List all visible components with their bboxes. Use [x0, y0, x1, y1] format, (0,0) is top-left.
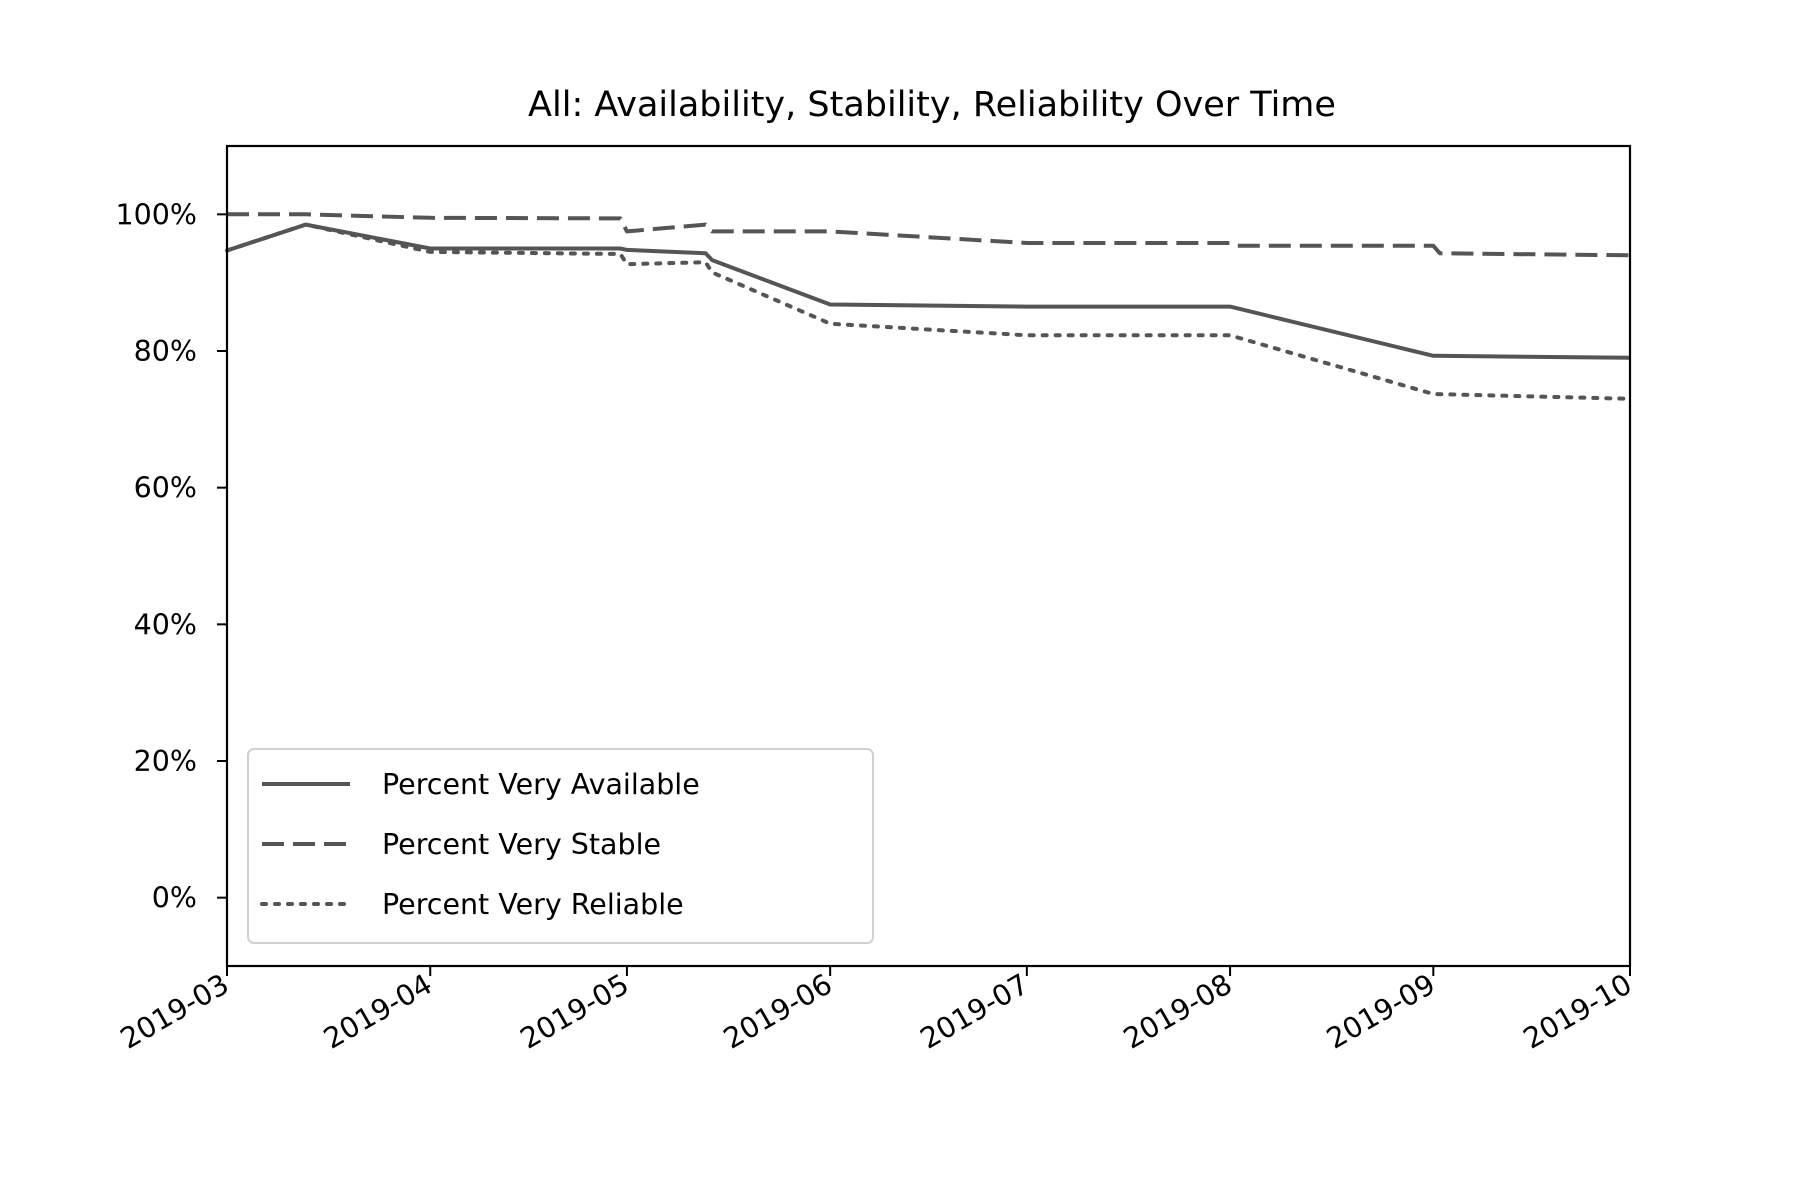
y-tick-label: 100% [116, 198, 197, 231]
y-tick-label: 20% [134, 745, 197, 778]
y-axis-ticks: 0% 20% 40% 60% 80% 100% [116, 198, 227, 915]
legend-box [247, 748, 874, 944]
legend: Percent Very Available Percent Very Stabl… [247, 748, 874, 944]
legend-label-percent-very-available: Percent Very Available [382, 768, 700, 801]
y-tick-label: 80% [134, 335, 197, 368]
series-line-percent-very-stable [227, 212, 1631, 258]
y-tick-label: 0% [152, 882, 197, 915]
legend-label-percent-very-reliable: Percent Very Reliable [382, 888, 684, 921]
plot-frame [225, 144, 1632, 968]
y-tick-label: 40% [134, 608, 197, 641]
series-line-percent-very-available [226, 222, 1631, 360]
series-layer [225, 212, 1632, 401]
legend-label-percent-very-stable: Percent Very Stable [382, 828, 661, 861]
chart-title: All: Availability, Stability, Reliabilit… [528, 85, 1336, 125]
series-line-percent-very-reliable [225, 222, 1632, 401]
y-tick-label: 60% [134, 472, 197, 505]
legend-items: Percent Very Available Percent Very Stabl… [260, 768, 700, 921]
